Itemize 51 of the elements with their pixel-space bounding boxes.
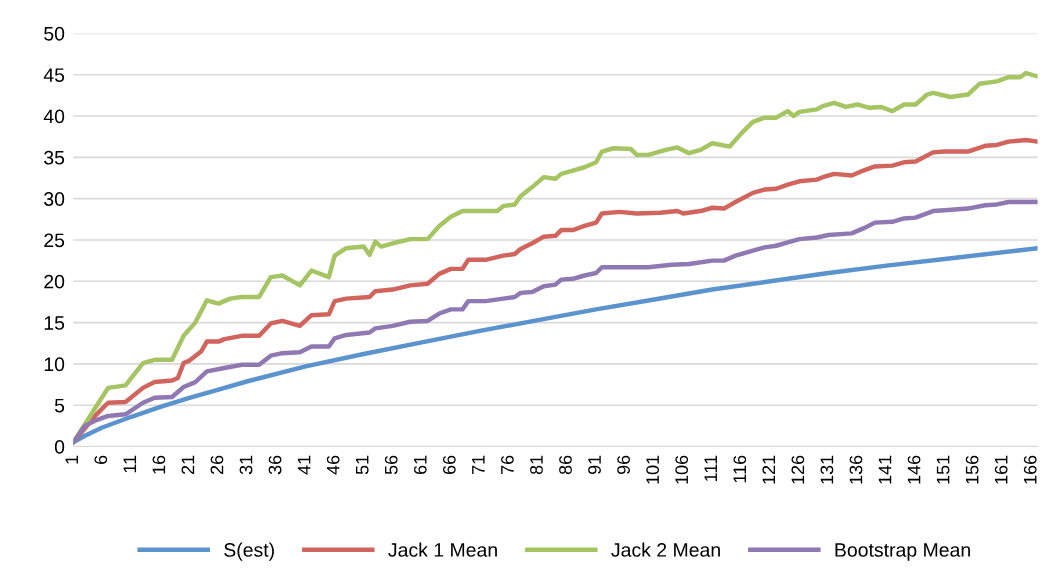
y-tick-label: 25 [44,233,65,248]
y-tick-label: 40 [43,109,65,124]
x-tick-label: 76 [501,455,514,475]
x-tick-label: 46 [326,455,340,475]
x-tick-label: 126 [791,455,805,484]
line-series [73,199,1038,445]
x-tick-label: 141 [878,455,892,484]
x-tick-label: 36 [268,455,282,475]
line-series [73,246,1038,445]
legend-label: S(est) [224,542,274,561]
x-tick-label: 106 [675,455,689,484]
x-tick-label: 26 [210,455,224,475]
x-tick-label: 161 [994,455,1008,484]
x-tick-label: 101 [646,455,660,484]
x-tick-label: 66 [442,455,456,475]
x-tick-label: 71 [472,455,485,475]
x-tick-label: 146 [907,455,921,484]
x-tick-label: 21 [181,455,195,475]
legend-label: Bootstrap Mean [835,543,970,561]
x-tick-label: 86 [559,455,572,475]
x-tick-label: 96 [617,455,630,475]
y-tick-label: 15 [44,316,65,330]
x-tick-label: 151 [936,455,950,484]
y-tick-label: 35 [44,150,65,165]
x-tick-label: 91 [588,455,601,475]
y-tick-label: 10 [44,357,65,372]
y-tick-label: 0 [54,440,65,454]
x-tick-label: 131 [820,455,834,484]
x-tick-label: 136 [849,455,863,484]
x-tick-label: 1 [65,455,78,464]
legend-label: Jack 2 Mean [611,542,720,557]
x-tick-label: 6 [94,455,108,464]
y-tick-label: 20 [44,274,65,289]
x-tick-label: 81 [530,455,543,475]
x-tick-label: 166 [1023,455,1037,484]
x-tick-label: 11 [123,455,137,473]
x-tick-label: 31 [239,455,253,475]
x-tick-label: 56 [384,455,398,475]
x-tick-label: 16 [152,455,166,474]
x-tick-label: 51 [355,455,369,475]
x-tick-label: 41 [297,455,311,475]
x-tick-label: 61 [413,455,427,475]
x-tick-label: 111 [704,455,717,481]
legend-label: Jack 1 Mean [388,542,497,557]
y-tick-label: 5 [54,398,65,413]
y-tick-label: 30 [44,192,65,206]
y-tick-label: 50 [44,26,65,41]
x-tick-label: 121 [762,455,776,484]
y-tick-label: 45 [43,68,65,82]
x-tick-label: 116 [733,455,747,483]
x-tick-label: 156 [965,455,979,484]
